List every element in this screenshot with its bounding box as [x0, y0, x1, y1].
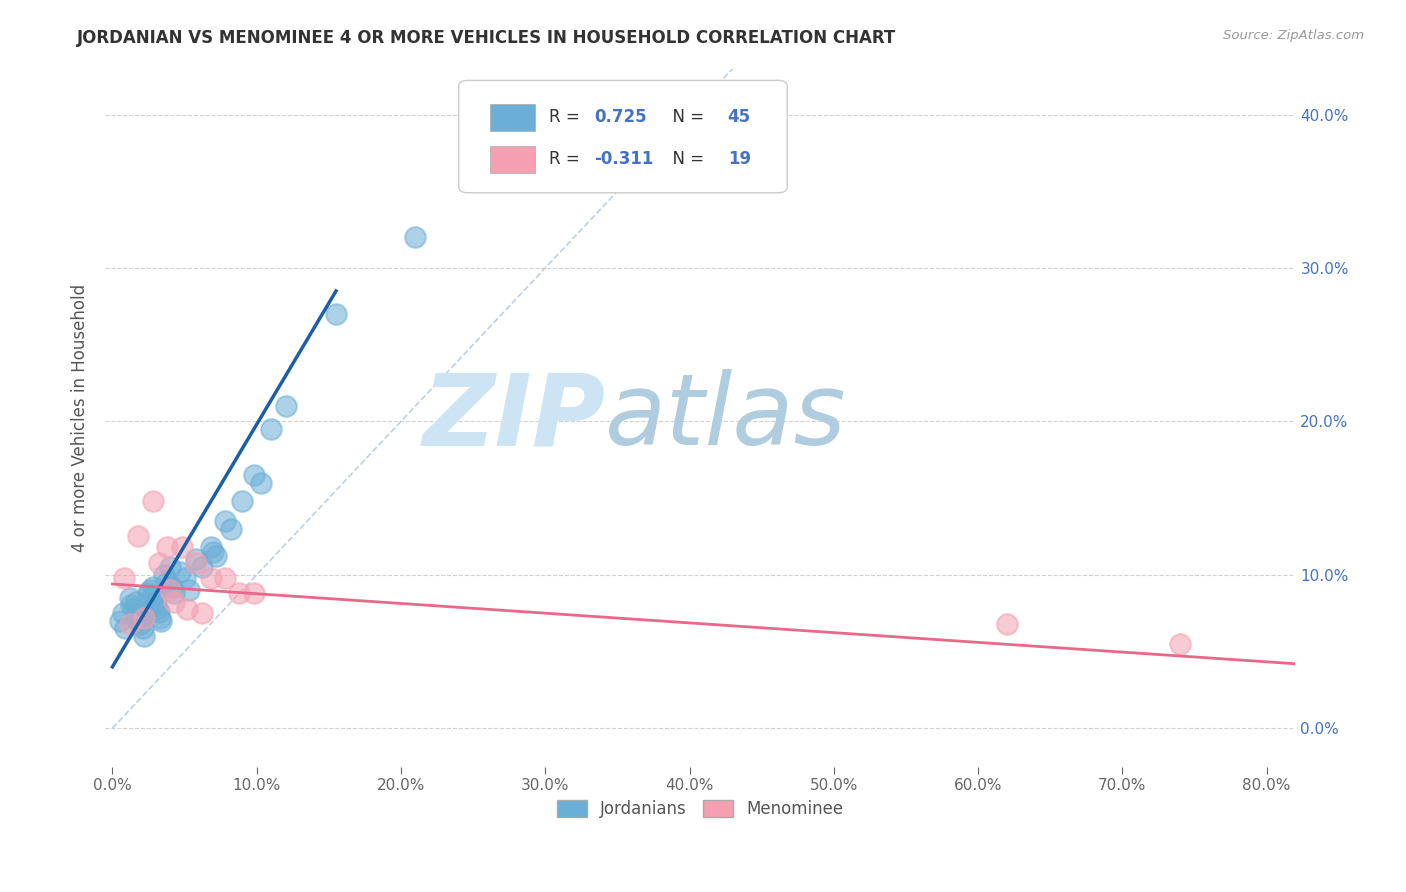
Point — [149, 611, 172, 625]
Point — [112, 571, 135, 585]
Point — [243, 586, 266, 600]
Point — [134, 611, 156, 625]
Text: 45: 45 — [728, 109, 751, 127]
Point — [243, 468, 266, 483]
Point — [169, 565, 191, 579]
Text: R =: R = — [550, 109, 585, 127]
Point — [200, 571, 222, 585]
Point — [205, 549, 228, 564]
Point — [146, 601, 169, 615]
Point — [127, 614, 149, 628]
Point — [1168, 637, 1191, 651]
Point — [260, 422, 283, 436]
Text: N =: N = — [662, 150, 710, 169]
Point — [122, 601, 145, 615]
Point — [153, 567, 176, 582]
Text: Source: ZipAtlas.com: Source: ZipAtlas.com — [1223, 29, 1364, 42]
Point — [219, 522, 242, 536]
Point — [250, 475, 273, 490]
Text: 19: 19 — [728, 150, 751, 169]
Point — [108, 614, 131, 628]
Point — [404, 230, 426, 244]
Point — [176, 601, 198, 615]
Text: atlas: atlas — [605, 369, 846, 466]
Point — [200, 540, 222, 554]
Point — [231, 494, 253, 508]
Point — [163, 595, 186, 609]
Point — [129, 611, 152, 625]
Point — [118, 616, 141, 631]
Point — [132, 622, 155, 636]
Point — [120, 599, 142, 613]
Point — [160, 580, 183, 594]
Text: JORDANIAN VS MENOMINEE 4 OR MORE VEHICLES IN HOUSEHOLD CORRELATION CHART: JORDANIAN VS MENOMINEE 4 OR MORE VEHICLE… — [77, 29, 897, 46]
Point — [111, 606, 134, 620]
Text: ZIP: ZIP — [422, 369, 605, 466]
Point — [173, 571, 195, 585]
Point — [128, 616, 150, 631]
Point — [127, 529, 149, 543]
Point — [191, 560, 214, 574]
Point — [170, 540, 193, 554]
Point — [118, 591, 141, 605]
Point — [274, 399, 297, 413]
Y-axis label: 4 or more Vehicles in Household: 4 or more Vehicles in Household — [72, 284, 89, 551]
Text: 0.725: 0.725 — [595, 109, 647, 127]
Point — [124, 595, 146, 609]
Point — [145, 595, 167, 609]
Text: N =: N = — [662, 109, 710, 127]
Point — [177, 583, 200, 598]
Point — [191, 606, 214, 620]
Legend: Jordanians, Menominee: Jordanians, Menominee — [550, 793, 851, 824]
Point — [125, 606, 148, 620]
Point — [139, 583, 162, 598]
FancyBboxPatch shape — [489, 104, 534, 130]
Point — [142, 580, 165, 594]
Point — [156, 540, 179, 554]
Point — [148, 556, 170, 570]
Point — [156, 575, 179, 590]
Point — [184, 552, 207, 566]
FancyBboxPatch shape — [458, 80, 787, 193]
Point — [150, 614, 173, 628]
Point — [114, 622, 136, 636]
FancyBboxPatch shape — [489, 146, 534, 172]
Point — [325, 307, 347, 321]
Point — [159, 583, 181, 598]
Text: R =: R = — [550, 150, 585, 169]
Point — [214, 514, 236, 528]
Point — [141, 591, 163, 605]
Point — [159, 560, 181, 574]
Point — [138, 586, 160, 600]
Point — [184, 556, 207, 570]
Point — [214, 571, 236, 585]
Point — [163, 586, 186, 600]
Point — [202, 545, 225, 559]
Point — [143, 599, 166, 613]
Text: -0.311: -0.311 — [595, 150, 654, 169]
Point — [142, 494, 165, 508]
Point — [134, 629, 156, 643]
Point — [995, 616, 1018, 631]
Point — [148, 605, 170, 619]
Point — [228, 586, 250, 600]
